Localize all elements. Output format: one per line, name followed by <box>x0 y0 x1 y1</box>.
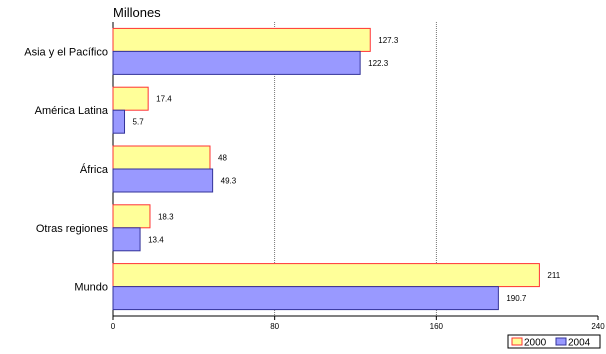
data-label: 17.4 <box>156 95 172 104</box>
legend-label: 2000 <box>524 338 547 349</box>
legend-swatch-2004 <box>555 337 567 346</box>
bar-2004-3 <box>112 227 141 252</box>
bar-2004-1 <box>112 109 126 134</box>
legend-label: 2004 <box>568 338 591 349</box>
x-tick-label: 0 <box>111 322 116 331</box>
data-label: 122.3 <box>368 59 389 68</box>
data-label: 48 <box>218 154 227 163</box>
category-label: Mundo <box>74 282 108 294</box>
x-tick-label: 240 <box>591 322 605 331</box>
category-label: América Latina <box>35 105 109 117</box>
bar-2004-0 <box>112 50 361 75</box>
x-tick-label: 160 <box>430 322 444 331</box>
legend-swatch-2000 <box>511 337 523 346</box>
category-label: África <box>80 163 109 176</box>
bar-2004-2 <box>112 168 214 193</box>
bar-2000-0 <box>112 27 371 52</box>
bar-2000-1 <box>112 86 149 111</box>
data-label: 18.3 <box>158 212 174 221</box>
bar-2000-3 <box>112 204 151 229</box>
data-label: 49.3 <box>221 177 237 186</box>
category-label: Otras regiones <box>36 223 109 235</box>
x-tick-label: 80 <box>270 322 279 331</box>
data-label: 5.7 <box>133 118 145 127</box>
category-label: Asia y el Pacífico <box>24 46 108 58</box>
data-label: 211 <box>547 271 560 280</box>
chart-header: Millones <box>113 5 161 20</box>
data-label: 127.3 <box>378 36 399 45</box>
data-label: 13.4 <box>148 235 164 244</box>
bar-2004-4 <box>112 286 499 311</box>
data-label: 190.7 <box>506 294 527 303</box>
bar-2000-4 <box>112 263 540 288</box>
legend-box <box>507 334 601 349</box>
bar-2000-2 <box>112 145 211 170</box>
